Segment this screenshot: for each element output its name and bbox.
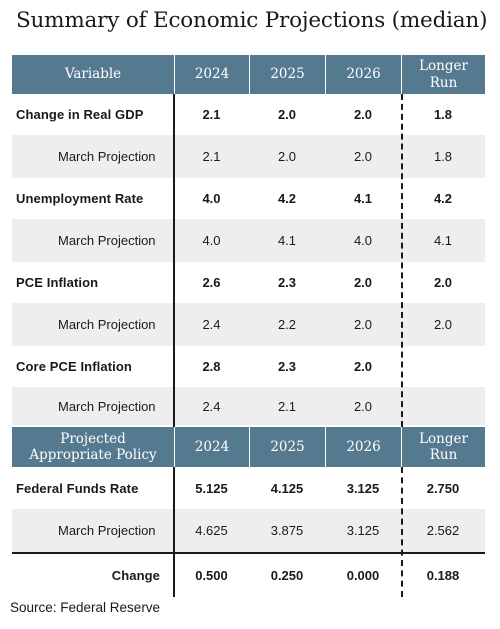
header-variable: Variable (64, 66, 122, 83)
source-note: Source: Federal Reserve (10, 600, 161, 615)
change-rule (12, 552, 485, 554)
value-2025: 2.3 (277, 359, 297, 374)
header-2026: 2026 (325, 427, 401, 467)
row-label: Unemployment Rate (16, 191, 144, 206)
row-label: PCE Inflation (16, 275, 99, 290)
value-2025: 4.1 (277, 233, 297, 248)
value-2026: 2.0 (353, 275, 373, 290)
value-2025: 4.125 (270, 480, 304, 496)
value-2025: 2.0 (277, 107, 297, 122)
value-longer-run (401, 346, 485, 387)
table-row-unemployment-march: March Projection 4.0 4.1 4.0 4.1 (12, 219, 485, 262)
value-2026: 3.125 (346, 523, 380, 538)
value-2024: 0.500 (195, 568, 228, 583)
header-2026: 2026 (325, 55, 401, 94)
label-divider (173, 94, 175, 427)
row-label: Core PCE Inflation (16, 359, 132, 374)
table-row-unemployment: Unemployment Rate 4.0 4.2 4.1 4.2 (12, 178, 485, 219)
header-longer-run: Longer Run (401, 427, 485, 467)
value-2024: 2.6 (202, 275, 221, 290)
row-label: Federal Funds Rate (16, 480, 139, 496)
value-2026: 2.0 (353, 398, 373, 414)
header-policy-line2: Appropriate Policy (29, 447, 157, 463)
value-2024: 2.4 (202, 398, 221, 414)
header-longer-run: Longer Run (401, 55, 485, 94)
value-2024: 4.625 (195, 523, 228, 538)
value-2026: 2.0 (353, 149, 373, 164)
table-row-real-gdp-march: March Projection 2.1 2.0 2.0 1.8 (12, 135, 485, 178)
row-label: March Projection (58, 398, 156, 414)
value-2026: 2.0 (353, 317, 373, 332)
value-2024: 4.0 (202, 191, 221, 206)
value-2026: 4.0 (353, 233, 373, 248)
row-label: Change in Real GDP (16, 107, 144, 122)
header-2024: 2024 (174, 55, 249, 94)
table-row-pce-inflation-march: March Projection 2.4 2.2 2.0 2.0 (12, 303, 485, 346)
value-2025: 0.250 (270, 568, 304, 583)
value-2025: 2.3 (277, 275, 297, 290)
value-2024: 2.1 (202, 149, 221, 164)
policy-header-row: Projected Appropriate Policy 2024 2025 2… (12, 427, 485, 467)
value-2025: 3.875 (270, 523, 304, 538)
value-2026: 2.0 (353, 107, 373, 122)
table-row-core-pce: Core PCE Inflation 2.8 2.3 2.0 (12, 346, 485, 387)
value-2025: 4.2 (277, 191, 297, 206)
value-2024: 2.1 (202, 107, 221, 122)
table-row-fed-funds-march: March Projection 4.625 3.875 3.125 2.562 (12, 509, 485, 552)
value-longer-run: 2.562 (426, 523, 460, 538)
row-label: March Projection (58, 523, 156, 538)
value-longer-run: 4.1 (433, 233, 453, 248)
value-longer-run: 1.8 (433, 107, 453, 122)
longer-run-divider (401, 467, 403, 597)
value-2024: 5.125 (195, 480, 228, 496)
label-divider (173, 467, 175, 597)
value-2025: 2.0 (277, 149, 297, 164)
value-2026: 0.000 (346, 568, 380, 583)
longer-run-divider (401, 94, 403, 427)
change-label: Change (111, 568, 160, 583)
table-row-fed-funds: Federal Funds Rate 5.125 4.125 3.125 2.7… (12, 467, 485, 509)
value-longer-run: 2.750 (426, 480, 460, 496)
header-policy-line1: Projected (60, 430, 126, 447)
value-2025: 2.2 (277, 317, 297, 332)
header-2024: 2024 (174, 427, 249, 467)
value-2026: 3.125 (346, 480, 380, 496)
value-longer-run (401, 387, 485, 425)
header-longer-line2: Run (429, 74, 458, 91)
value-2026: 2.0 (353, 359, 373, 374)
row-label: March Projection (58, 149, 156, 164)
row-label: March Projection (58, 317, 156, 332)
row-label: March Projection (58, 233, 156, 248)
header-2025: 2025 (249, 427, 325, 467)
header-longer-line2: Run (429, 447, 458, 463)
value-2024: 4.0 (202, 233, 221, 248)
value-longer-run: 4.2 (433, 191, 453, 206)
header-2025: 2025 (249, 55, 325, 94)
table-row-change: Change 0.500 0.250 0.000 0.188 (12, 554, 485, 597)
value-longer-run: 1.8 (433, 149, 453, 164)
table-row-core-pce-march: March Projection 2.4 2.1 2.0 (12, 387, 485, 425)
header-policy: Projected Appropriate Policy (12, 427, 174, 467)
value-2024: 2.4 (202, 317, 221, 332)
header-longer-line1: Longer (419, 430, 468, 447)
value-longer-run: 2.0 (433, 317, 453, 332)
value-2024: 2.8 (202, 359, 221, 374)
value-longer-run: 0.188 (426, 568, 460, 583)
table-row-real-gdp: Change in Real GDP 2.1 2.0 2.0 1.8 (12, 94, 485, 135)
value-longer-run: 2.0 (433, 275, 453, 290)
value-2026: 4.1 (353, 191, 373, 206)
table-header-row: Variable 2024 2025 2026 Longer Run (12, 55, 485, 94)
page-title: Summary of Economic Projections (median) (16, 8, 488, 33)
table-row-pce-inflation: PCE Inflation 2.6 2.3 2.0 2.0 (12, 262, 485, 303)
header-longer-line1: Longer (419, 58, 468, 75)
value-2025: 2.1 (277, 398, 297, 414)
